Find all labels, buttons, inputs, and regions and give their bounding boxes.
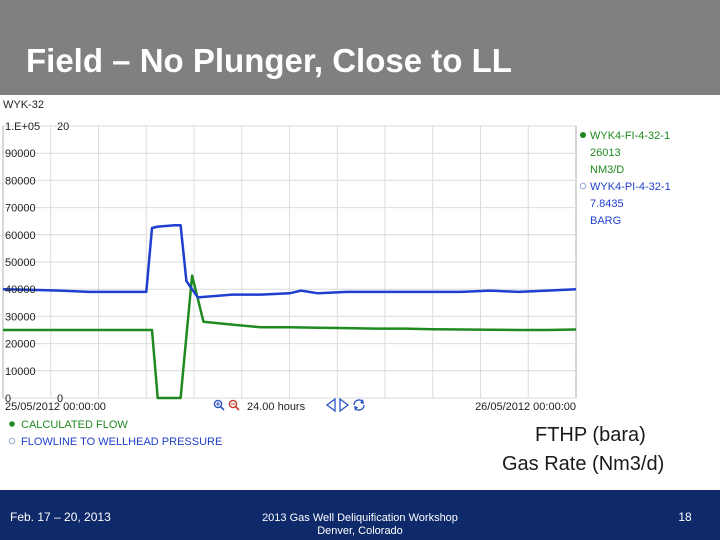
series-pressure-label: FLOWLINE TO WELLHEAD PRESSURE xyxy=(21,436,222,448)
series-legend: CALCULATED FLOW FLOWLINE TO WELLHEAD PRE… xyxy=(8,419,222,448)
left-axis-ticks: 1.E+05 90000 80000 70000 60000 50000 40000 3000… xyxy=(5,121,40,405)
right-tick-label: 20 xyxy=(57,121,69,133)
footer-date: Feb. 17 – 20, 2013 xyxy=(10,510,111,524)
tag-pressure-radio[interactable] xyxy=(579,182,587,190)
tag-flow-name: WYK4-FI-4-32-1 xyxy=(590,130,670,142)
footer-event-line2: Denver, Colorado xyxy=(317,525,403,537)
tag-pressure-name: WYK4-PI-4-32-1 xyxy=(590,181,671,193)
left-tick-label: 80000 xyxy=(5,175,36,187)
tag-pressure-value: 7.8435 xyxy=(590,198,624,210)
zoom-out-icon[interactable] xyxy=(228,399,240,411)
left-tick-label: 20000 xyxy=(5,339,36,351)
title-bar: Field – No Plunger, Close to LL xyxy=(0,0,720,95)
left-tick-label: 1.E+05 xyxy=(5,121,40,133)
series-flow-radio[interactable] xyxy=(9,421,15,427)
left-tick-label: 40000 xyxy=(5,284,36,296)
left-tick-label: 60000 xyxy=(5,230,36,242)
footer-event-line1: 2013 Gas Well Deliquification Workshop xyxy=(262,512,458,524)
left-tick-label: 50000 xyxy=(5,257,36,269)
series-layer xyxy=(2,224,577,400)
series-line-pressure xyxy=(2,224,577,299)
right-axis-ticks: 20 0 xyxy=(57,121,69,405)
series-flow-label: CALCULATED FLOW xyxy=(21,419,128,431)
refresh-icon[interactable] xyxy=(353,399,365,411)
trend-chart: WYK-32 1.E+05 90000 80000 70000 60000 50000 40… xyxy=(2,99,671,448)
x-label-end: 26/05/2012 00:00:00 xyxy=(475,401,576,413)
left-tick-label: 10000 xyxy=(5,366,36,378)
zoom-in-icon[interactable] xyxy=(213,399,225,411)
footer-page-number: 18 xyxy=(678,510,692,524)
x-label-start: 25/05/2012 00:00:00 xyxy=(5,401,106,413)
tag-legend: WYK4-FI-4-32-1 26013 NM3/D WYK4-PI-4-32-… xyxy=(579,130,671,227)
plot-grid xyxy=(3,125,576,399)
left-tick-label: 90000 xyxy=(5,148,36,160)
tag-flow-unit: NM3/D xyxy=(590,164,624,176)
slide-title: Field – No Plunger, Close to LL xyxy=(26,42,512,79)
caption-gas-rate: Gas Rate (Nm3/d) xyxy=(502,453,665,475)
footer-bar: Feb. 17 – 20, 2013 2013 Gas Well Deliqui… xyxy=(0,490,720,540)
tag-flow-value: 26013 xyxy=(590,147,621,159)
left-tick-label: 70000 xyxy=(5,203,36,215)
caption-pressure: FTHP (bara) xyxy=(535,424,646,446)
tag-flow-radio[interactable] xyxy=(580,132,586,138)
series-line-flow xyxy=(3,274,577,400)
footer-event: 2013 Gas Well Deliquification Workshop D… xyxy=(200,512,520,538)
time-span-label: 24.00 hours xyxy=(247,401,306,413)
tag-pressure-unit: BARG xyxy=(590,215,621,227)
slide-content: WYK-32 1.E+05 90000 80000 70000 60000 50000 40… xyxy=(0,95,720,490)
left-tick-label: 0 xyxy=(5,393,11,405)
chart-title: WYK-32 xyxy=(3,99,44,111)
scroll-forward-icon[interactable] xyxy=(339,397,350,413)
right-tick-label: 0 xyxy=(57,393,63,405)
scroll-back-icon[interactable] xyxy=(325,397,336,413)
left-tick-label: 30000 xyxy=(5,311,36,323)
series-pressure-radio[interactable] xyxy=(8,437,16,445)
